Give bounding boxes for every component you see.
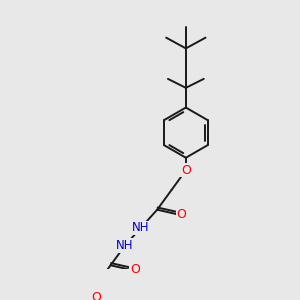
Text: O: O	[91, 291, 101, 300]
Text: O: O	[130, 263, 140, 276]
Text: O: O	[181, 164, 191, 177]
Text: NH: NH	[116, 239, 134, 252]
Text: O: O	[176, 208, 186, 221]
Text: NH: NH	[132, 221, 150, 234]
